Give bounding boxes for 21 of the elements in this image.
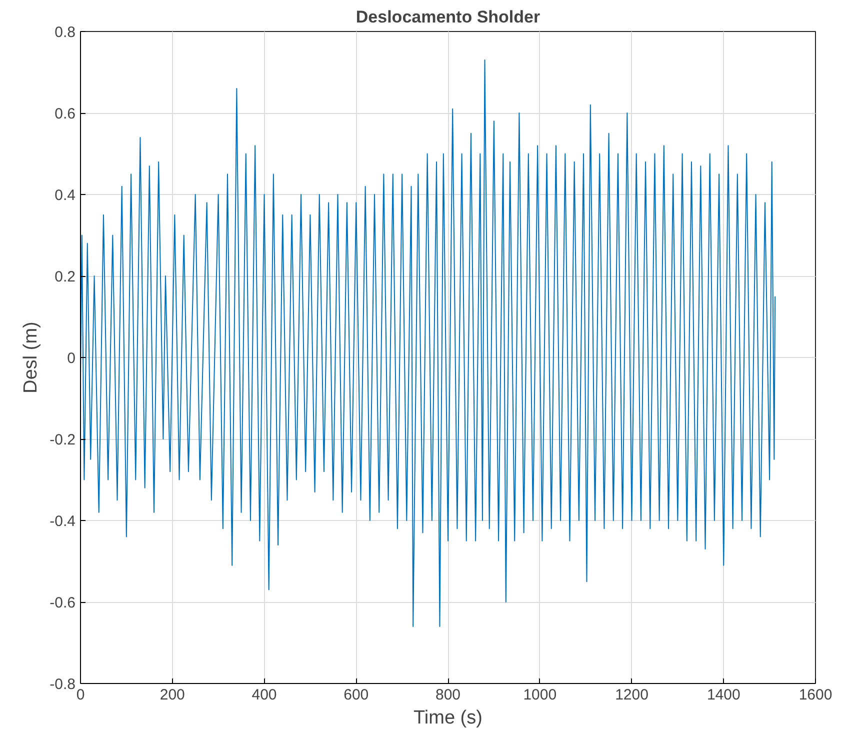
y-tick-label: -0.4 bbox=[50, 513, 76, 530]
y-tick-label: 0.4 bbox=[54, 187, 76, 204]
y-tick-label: 0.2 bbox=[54, 268, 76, 286]
y-tick-label: -0.6 bbox=[50, 594, 76, 612]
y-tick-label: 0 bbox=[67, 350, 76, 367]
y-tick-label: -0.2 bbox=[50, 432, 76, 448]
y-tick-label: 0.6 bbox=[54, 106, 76, 122]
x-tick-label: 200 bbox=[160, 686, 185, 704]
x-tick-label: 1400 bbox=[706, 686, 740, 704]
x-tick-label: 800 bbox=[435, 686, 461, 704]
x-tick-label: 1200 bbox=[615, 686, 648, 704]
chart-title: Deslocamento Sholder bbox=[356, 8, 540, 26]
x-axis-title: Time (s) bbox=[414, 708, 482, 728]
x-tick-label: 400 bbox=[252, 686, 277, 704]
x-tick-label: 1600 bbox=[798, 686, 832, 704]
y-tick-label: -0.8 bbox=[50, 676, 76, 693]
line-series bbox=[80, 60, 776, 627]
x-tick-label: 1000 bbox=[523, 686, 557, 704]
y-axis-title: Desl (m) bbox=[20, 322, 42, 394]
y-tick-label: 0.8 bbox=[54, 24, 76, 41]
x-tick-label: 600 bbox=[344, 686, 369, 704]
